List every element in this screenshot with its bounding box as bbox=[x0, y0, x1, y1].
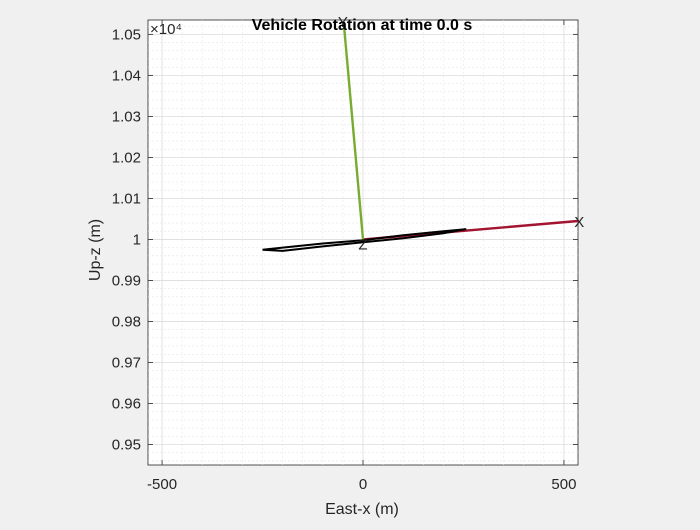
y-tick-label: 1.02 bbox=[112, 149, 141, 166]
axis-marker-label: X bbox=[574, 214, 584, 231]
series-line bbox=[262, 228, 467, 252]
y-tick-label: 0.98 bbox=[112, 313, 141, 330]
y-tick-label: 0.96 bbox=[112, 395, 141, 412]
x-axis: -500 0 500 bbox=[147, 20, 576, 493]
x-axis-label: East-x (m) bbox=[325, 501, 399, 518]
annotation-layer: X Y Z bbox=[338, 14, 584, 253]
axis-marker-label: Z bbox=[358, 237, 367, 254]
chart-title: Vehicle Rotation at time 0.0 s bbox=[252, 17, 473, 34]
y-axis: 0.95 0.96 0.97 0.98 0.99 1 1.01 1.02 1.03 1.04 1.0… bbox=[112, 26, 578, 453]
series-layer bbox=[262, 21, 579, 252]
x-tick-label: 500 bbox=[551, 476, 576, 493]
x-tick-label: -500 bbox=[147, 476, 177, 493]
x-tick-label: 0 bbox=[359, 476, 367, 493]
y-tick-label: 1.05 bbox=[112, 26, 141, 43]
series-line bbox=[342, 21, 365, 240]
y-exponent-label: ×10⁴ bbox=[150, 21, 182, 38]
y-tick-label: 0.95 bbox=[112, 436, 141, 453]
y-tick-label: 1.01 bbox=[112, 190, 141, 207]
axis-marker-label: Y bbox=[338, 14, 348, 31]
y-tick-label: 0.99 bbox=[112, 272, 141, 289]
y-tick-label: 0.97 bbox=[112, 354, 141, 371]
y-axis-label: Up-z (m) bbox=[87, 219, 104, 281]
y-tick-label: 1.03 bbox=[112, 108, 141, 125]
y-tick-label: 1 bbox=[133, 231, 141, 248]
y-tick-label: 1.04 bbox=[112, 67, 141, 84]
